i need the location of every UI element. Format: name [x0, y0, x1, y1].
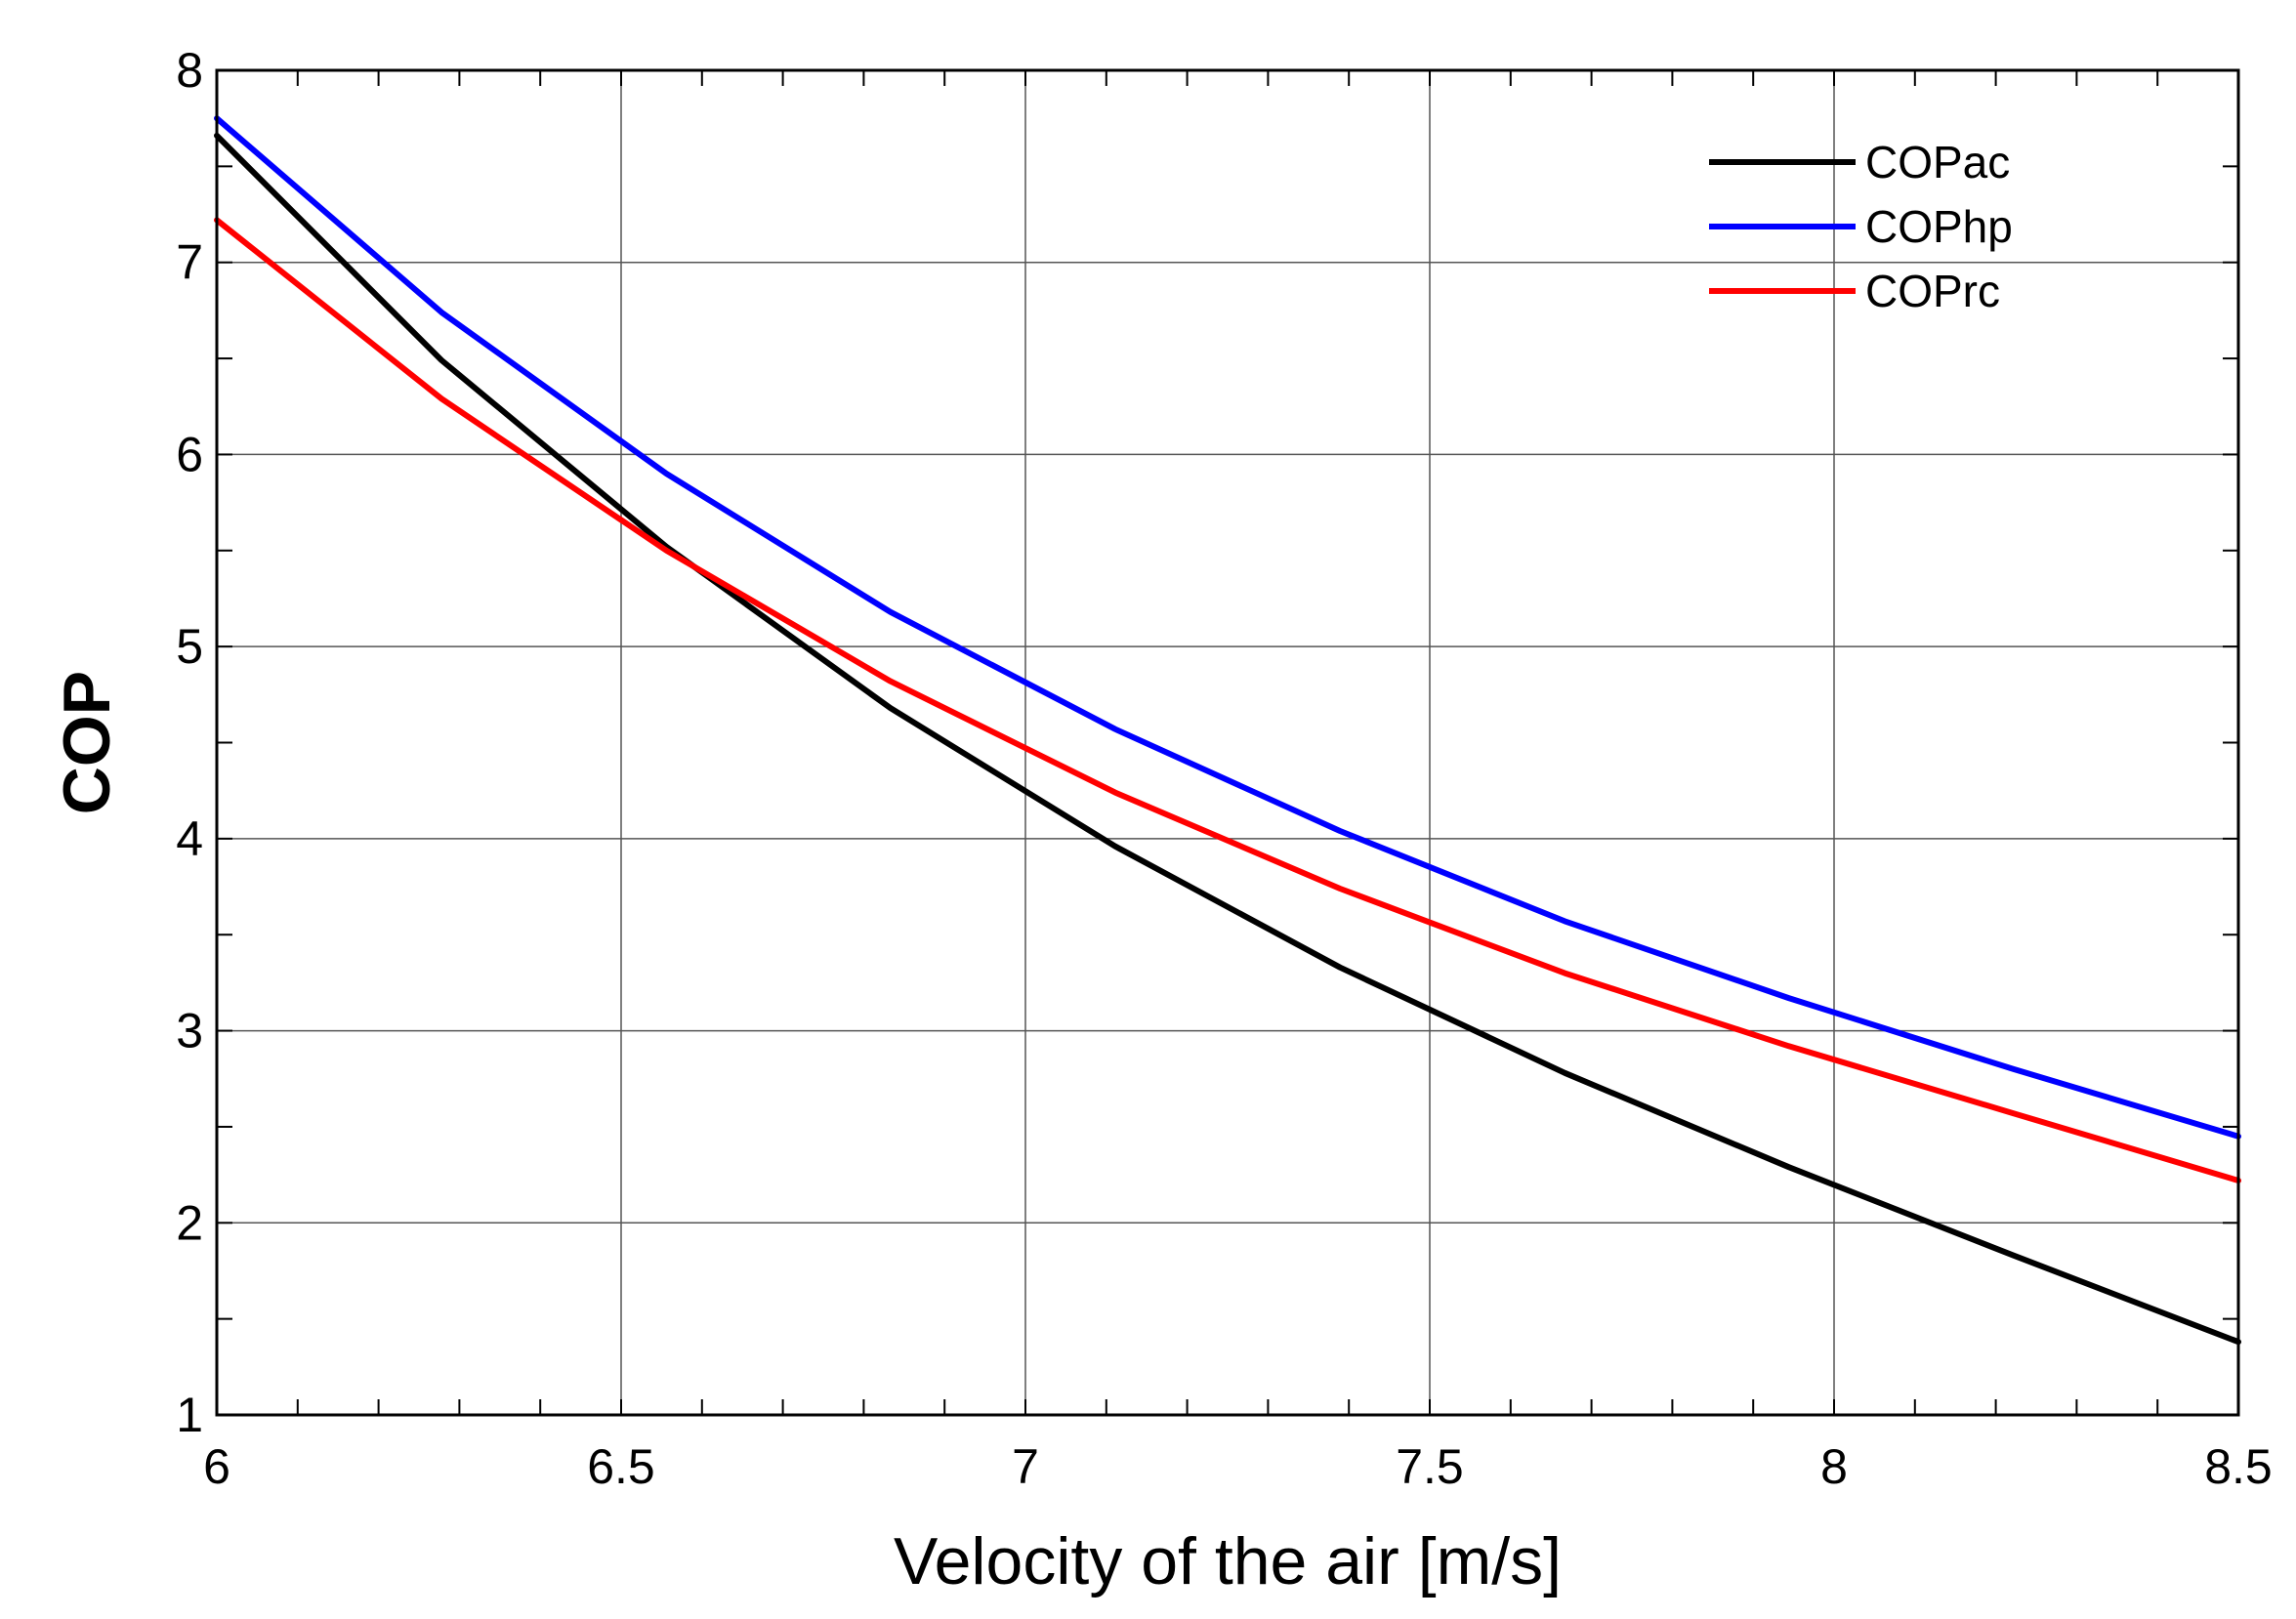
series-line-copac	[214, 132, 2241, 1346]
series-line-cophp	[214, 115, 2241, 1140]
x-axis-title: Velocity of the air [m/s]	[894, 1524, 1562, 1598]
x-tick-label: 7.5	[1396, 1439, 1464, 1494]
y-tick-label: 7	[176, 235, 203, 290]
x-tick-labels: 6 6.5 7 7.5 8 8.5	[203, 1439, 2273, 1494]
x-tick-label: 7	[1012, 1439, 1039, 1494]
y-tick-labels: 1 2 3 4 5 6 7 8	[176, 43, 203, 1442]
minor-ticks	[217, 70, 2238, 1415]
plot-frame	[215, 68, 2240, 1417]
legend: COPac COPhp COPrc	[1709, 137, 2013, 316]
y-tick-label: 8	[176, 43, 203, 98]
x-tick-label: 8.5	[2204, 1439, 2273, 1494]
grid-layer	[217, 70, 2238, 1415]
x-tick-label: 6	[203, 1439, 230, 1494]
series-layer	[214, 115, 2241, 1346]
legend-label-copac: COPac	[1865, 137, 2010, 187]
y-axis-title: COP	[50, 671, 124, 814]
legend-label-coprc: COPrc	[1865, 266, 2000, 316]
y-tick-label: 3	[176, 1004, 203, 1059]
legend-label-cophp: COPhp	[1865, 201, 2013, 252]
x-tick-label: 8	[1820, 1439, 1848, 1494]
y-tick-label: 4	[176, 811, 203, 866]
x-tick-label: 6.5	[587, 1439, 655, 1494]
y-tick-label: 2	[176, 1195, 203, 1250]
y-tick-label: 6	[176, 427, 203, 481]
y-tick-label: 1	[176, 1388, 203, 1442]
series-line-coprc	[214, 217, 2241, 1183]
y-tick-label: 5	[176, 619, 203, 674]
